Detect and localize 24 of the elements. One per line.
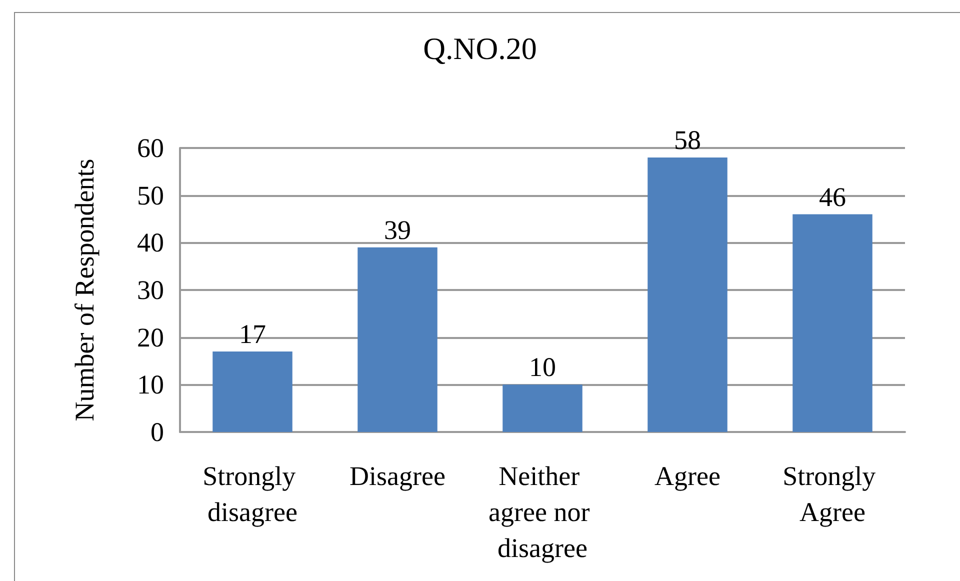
data-label: 58 <box>674 124 701 155</box>
y-tick-label: 20 <box>137 322 164 352</box>
data-label: 17 <box>239 319 266 350</box>
data-label: 39 <box>384 214 411 245</box>
data-label: 10 <box>529 352 556 382</box>
y-tick-label: 60 <box>137 133 164 163</box>
bar <box>212 352 292 432</box>
chart-title: Q.NO.20 <box>423 31 537 66</box>
x-tick-label: Strongly Agree <box>782 461 882 527</box>
bar <box>358 247 438 432</box>
x-tick-label: Strongly disagree <box>202 461 302 527</box>
y-tick-label: 30 <box>137 275 164 305</box>
x-tick-label: Neither agree nor disagree <box>488 461 596 563</box>
bar <box>502 384 582 432</box>
y-tick-label: 10 <box>137 370 164 400</box>
data-label: 46 <box>819 182 846 212</box>
bar <box>792 214 872 432</box>
bar <box>648 157 728 432</box>
y-tick-label: 50 <box>137 180 164 210</box>
x-tick-label: Agree <box>654 461 720 491</box>
x-tick-label: Disagree <box>350 461 446 491</box>
y-tick-label: 0 <box>150 417 164 447</box>
y-axis-title: Number of Respondents <box>70 158 100 422</box>
y-tick-label: 40 <box>137 228 164 258</box>
